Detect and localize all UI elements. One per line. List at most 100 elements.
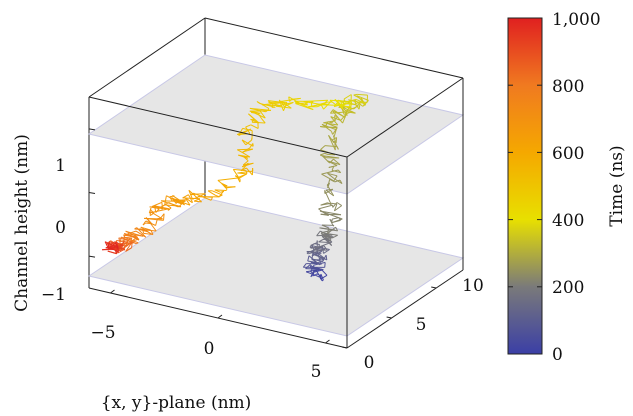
- trajectory-segment: [108, 241, 114, 244]
- trajectory-segment: [210, 191, 216, 196]
- trajectory-segment: [245, 124, 252, 128]
- trajectory-segment: [114, 242, 118, 247]
- trajectory-segment: [327, 172, 338, 177]
- trajectory-segment: [335, 103, 341, 106]
- trajectory-segment: [342, 113, 347, 124]
- trajectory-segment: [313, 252, 319, 255]
- trajectory-segment: [316, 230, 321, 237]
- trajectory-segment: [136, 227, 147, 238]
- trajectory-segment: [342, 101, 351, 106]
- trajectory-segment: [237, 149, 243, 154]
- trajectory-segment: [329, 99, 337, 106]
- trajectory-segment: [116, 240, 129, 243]
- colorbar-tick-label: 600: [552, 144, 584, 164]
- y-tick-mark: [431, 286, 437, 289]
- trajectory-segment: [214, 189, 221, 193]
- trajectory-segment: [331, 202, 337, 205]
- trajectory-segment: [325, 255, 328, 260]
- trajectory-segment: [331, 131, 334, 135]
- trajectory-segment: [328, 135, 336, 151]
- trajectory-segment: [353, 94, 360, 99]
- trajectory-segment: [242, 160, 249, 166]
- trajectory-segment: [242, 152, 251, 158]
- trajectory-segment: [155, 218, 158, 226]
- upper-channel-plane: [87, 54, 465, 195]
- y-tick-labels: 0 5 10: [364, 276, 484, 373]
- trajectory-segment: [124, 234, 138, 239]
- trajectory-segment: [131, 241, 133, 248]
- trajectory-segment: [257, 112, 263, 120]
- trajectory-segment: [320, 233, 333, 239]
- box-edge: [346, 269, 464, 349]
- trajectory-segment: [245, 170, 248, 175]
- trajectory-segment: [133, 234, 144, 237]
- trajectory-segment: [240, 162, 249, 172]
- trajectory-segment: [237, 170, 253, 174]
- trajectory-segment: [142, 222, 146, 226]
- trajectory-segment: [327, 172, 335, 179]
- trajectory-segment: [249, 143, 254, 149]
- trajectory-segment: [307, 255, 310, 262]
- trajectory-segment: [143, 232, 154, 235]
- trajectory-segment: [329, 109, 334, 114]
- trajectory-segment: [321, 232, 338, 236]
- trajectory-segment: [311, 102, 325, 107]
- trajectory-segment: [193, 200, 202, 203]
- trajectory-segment: [336, 202, 342, 207]
- trajectory-segment: [320, 233, 332, 242]
- trajectory-segment: [335, 226, 339, 232]
- colorbar-tick-label: 0: [552, 345, 563, 365]
- trajectory-segment: [320, 154, 327, 159]
- trajectory-segment: [245, 139, 252, 146]
- trajectory-segment: [324, 121, 329, 128]
- y-tick-mark: [386, 316, 392, 319]
- trajectory-segment: [267, 100, 282, 103]
- trajectory-segment: [267, 108, 270, 110]
- trajectory-segment: [125, 247, 132, 252]
- box-edge: [346, 77, 464, 158]
- trajectory-segment: [323, 249, 330, 254]
- trajectory-segment: [330, 116, 337, 124]
- trajectory-segment: [207, 190, 211, 193]
- trajectory-segment: [104, 241, 119, 248]
- trajectory-segment: [320, 274, 328, 280]
- trajectory-segment: [122, 241, 133, 250]
- z-tick-label: −1: [41, 285, 66, 305]
- trajectory-segment: [305, 264, 311, 269]
- trajectory-segment: [217, 177, 238, 181]
- trajectory-segment: [317, 101, 329, 108]
- box-edge: [88, 96, 348, 158]
- z-tick-label: 0: [55, 218, 66, 238]
- trajectory-segment: [353, 93, 358, 96]
- trajectory-segment: [333, 175, 338, 182]
- trajectory-segment: [334, 205, 342, 212]
- trajectory-segment: [233, 168, 247, 172]
- colorbar: [507, 17, 543, 355]
- z-tick-label: 1: [55, 156, 66, 176]
- trajectory-segment: [118, 237, 135, 243]
- trajectory-segment: [350, 101, 353, 109]
- trajectory-segment: [261, 118, 266, 124]
- trajectory-segment: [320, 202, 328, 206]
- trajectory-segment: [242, 127, 253, 132]
- x-tick-mark: [217, 314, 223, 319]
- trajectory-segment: [160, 213, 165, 219]
- colorbar-tick-label: 1,000: [552, 10, 601, 30]
- trajectory-segment: [184, 197, 191, 206]
- trajectory-segment: [327, 160, 341, 166]
- trajectory-segment: [325, 189, 334, 197]
- trajectory-segment: [225, 188, 228, 191]
- trajectory-segment: [150, 209, 155, 214]
- trajectory-segment: [107, 250, 118, 255]
- trajectory-segment: [168, 202, 178, 208]
- trajectory-segment: [311, 100, 314, 103]
- trajectory-segment: [250, 124, 259, 129]
- trajectory-segment: [310, 270, 314, 275]
- trajectory-segment: [357, 93, 368, 96]
- trajectory-segment: [318, 239, 324, 243]
- trajectory-segment: [188, 194, 193, 202]
- trajectory-segment: [343, 94, 352, 100]
- trajectory-segment: [151, 201, 163, 207]
- trajectory-segment: [212, 190, 223, 196]
- trajectory-segment: [321, 279, 324, 282]
